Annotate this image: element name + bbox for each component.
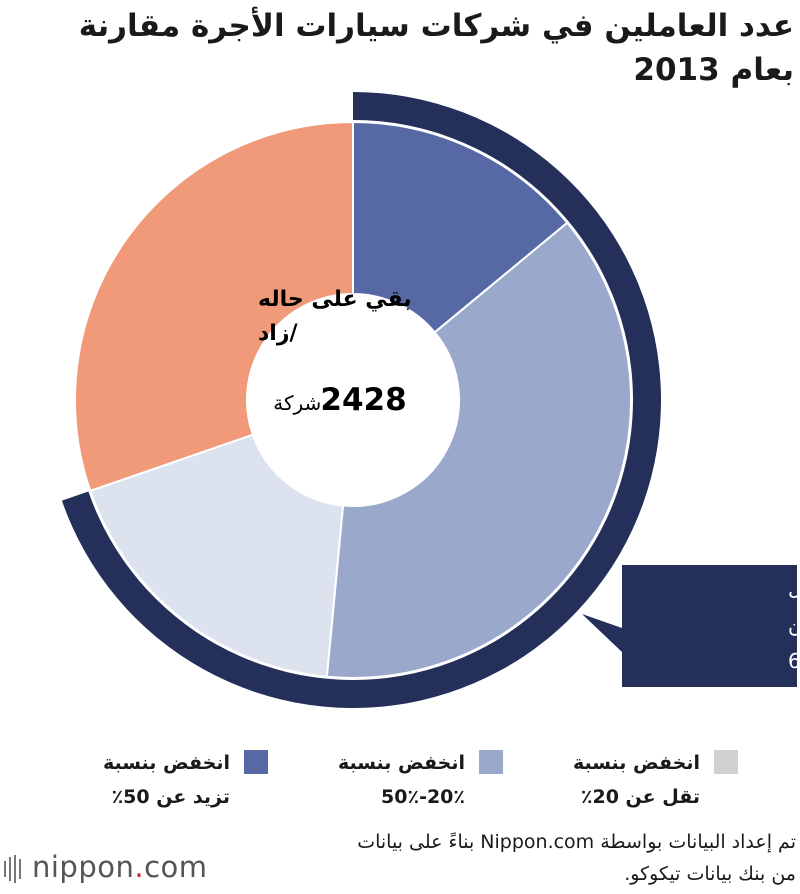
legend-label-line-2: 20٪-50٪ — [381, 786, 465, 808]
callout-line-1: عدد أقل — [788, 575, 800, 600]
logo-bars-icon — [4, 855, 21, 883]
legend-label-line-2: تقل عن 20٪ — [580, 786, 700, 808]
chart-title: عدد العاملين في شركات سيارات الأجرة مقار… — [14, 4, 794, 92]
center-unit: شركة — [273, 391, 321, 415]
logo-text-dot: . — [134, 850, 145, 884]
donut-chart: 2428 شركة بقي على حاله /زاد عدد أقل من ا… — [61, 92, 800, 708]
callout-line-2: من الموظفين — [788, 612, 800, 636]
legend-label-line-2: تزيد عن 50٪ — [111, 786, 230, 808]
donut-slices — [74, 120, 632, 679]
legend-swatch-20-50 — [479, 750, 503, 774]
source-line-2: من بنك بيانات تيكوكو. — [624, 863, 796, 885]
legend-label-line-1: انخفض بنسبة — [102, 752, 230, 774]
nippon-logo[interactable]: nippon.com — [4, 850, 208, 890]
logo-text-main: nippon — [32, 850, 135, 884]
callout-background — [622, 565, 797, 687]
title-line-1: عدد العاملين في شركات سيارات الأجرة مقار… — [78, 8, 794, 44]
slice-decreased-20-50 — [325, 221, 632, 679]
legend-item-under-20: انخفض بنسبة تقل عن 20٪ — [572, 746, 738, 814]
slice-label-line-2: /زاد — [258, 321, 298, 346]
legend-label-line-1: انخفض بنسبة — [572, 752, 700, 774]
callout-pointer — [582, 614, 622, 652]
donut-hole — [247, 294, 459, 506]
center-label: 2428 شركة — [273, 382, 406, 418]
source-line-1: تم إعداد البيانات بواسطة Nippon.com بناء… — [357, 831, 796, 853]
legend-item-over-50: انخفض بنسبة تزيد عن 50٪ — [102, 746, 268, 814]
legend-swatch-under-20 — [714, 750, 738, 774]
callout-box: عدد أقل من الموظفين 69.7٪ — [582, 565, 800, 687]
title-line-2: بعام 2013 — [633, 52, 794, 88]
source-note: تم إعداد البيانات بواسطة Nippon.com بناء… — [236, 826, 796, 890]
logo-text-end: com — [144, 850, 208, 884]
legend-item-20-50: انخفض بنسبة 20٪-50٪ — [337, 746, 503, 814]
legend-label-line-1: انخفض بنسبة — [337, 752, 465, 774]
slice-label-line-1: بقي على حاله — [258, 287, 412, 312]
center-number: 2428 — [320, 382, 406, 418]
callout-line-3: 69.7٪ — [788, 649, 800, 673]
legend-swatch-over-50 — [244, 750, 268, 774]
slice-label-unchanged: بقي على حاله /زاد — [258, 287, 412, 346]
